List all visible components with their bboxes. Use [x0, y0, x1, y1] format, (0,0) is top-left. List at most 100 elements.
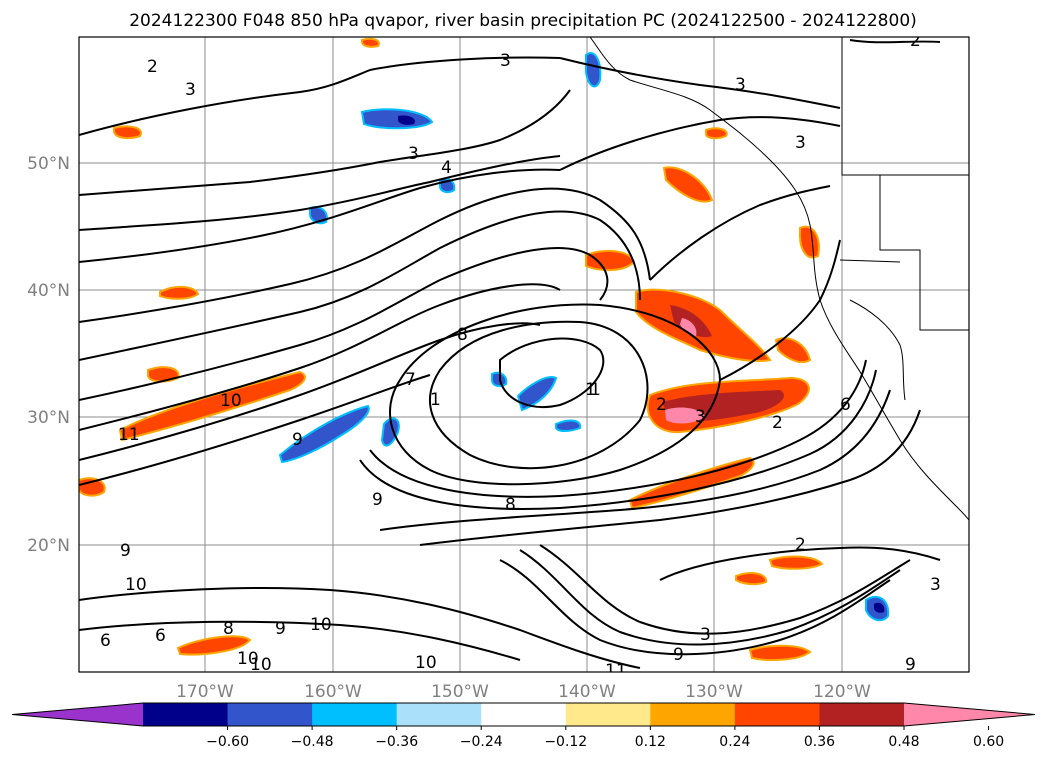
colorbar-tick-label: −0.12 — [544, 734, 587, 750]
precip-neg-patch-a — [360, 108, 434, 130]
precip-patch-main-peak — [665, 407, 705, 424]
state-border-b — [839, 259, 901, 263]
contour-label: 7 — [405, 370, 416, 390]
lat-label-30n: 30°N — [27, 408, 70, 428]
precip-patch-l — [705, 127, 728, 140]
contour-label: 6 — [840, 395, 851, 415]
colorbar-segment — [650, 703, 736, 726]
contour-south-f — [659, 546, 941, 581]
contour-label: 9 — [120, 541, 131, 561]
contour-2-ne-top — [849, 39, 941, 44]
contour-7 — [79, 247, 609, 401]
contour-label: 2 — [772, 413, 783, 433]
precip-patch-b — [662, 166, 714, 203]
contour-label: 1 — [585, 380, 596, 400]
contour-label: 8 — [457, 325, 468, 345]
contour-jet-b — [359, 369, 877, 510]
qvapor-contours — [79, 39, 941, 669]
contour-label: 9 — [275, 619, 286, 639]
contour-2-ne — [559, 57, 841, 109]
lat-labels: 50°N 40°N 30°N 20°N — [27, 154, 70, 556]
colorbar-tick-label: −0.48 — [291, 734, 334, 750]
lon-label-130w: 130°W — [685, 682, 743, 702]
contour-south-c — [539, 544, 911, 635]
colorbar-segment — [227, 703, 313, 726]
precip-neg-patch-j — [555, 419, 582, 432]
precip-patch-h — [774, 337, 812, 364]
contour-label: 11 — [605, 661, 627, 681]
contour-label: 3 — [695, 407, 706, 427]
colorbar-tick-label: 0.36 — [804, 734, 835, 750]
colorbar-tick-label: 0.12 — [635, 734, 666, 750]
precip-patch-40n-peak — [680, 318, 697, 336]
lat-label-40n: 40°N — [27, 281, 70, 301]
contour-label: 1 — [590, 380, 601, 400]
precip-patch-a — [585, 249, 636, 272]
colorbar: −0.60 −0.48 −0.36 −0.24 −0.12 0.12 0.24 0.36 0.4… — [11, 702, 1036, 750]
baja-coast — [849, 299, 906, 401]
lon-label-150w: 150°W — [431, 682, 489, 702]
contour-label: 6 — [100, 631, 111, 651]
contour-8 — [79, 283, 561, 431]
contour-5 — [79, 187, 651, 323]
contour-3-a — [79, 89, 571, 196]
contour-label: 9 — [673, 645, 684, 665]
coastline — [589, 37, 969, 521]
contour-jet-d — [419, 409, 921, 546]
precip-patch-e — [748, 644, 812, 661]
colorbar-tick-label: 0.48 — [888, 734, 919, 750]
precip-patch-g — [735, 572, 768, 586]
contour-4-ne — [649, 185, 831, 281]
contour-label: 10 — [415, 653, 437, 673]
contour-jet-c — [379, 389, 891, 531]
colorbar-extend-high — [904, 703, 1035, 726]
colorbar-segment — [819, 703, 905, 726]
precip-patch-k — [147, 366, 180, 383]
precip-patch-m — [361, 37, 380, 48]
map-area — [79, 37, 969, 672]
precip-neg-patch-e — [380, 417, 400, 447]
contour-label: 10 — [237, 649, 259, 669]
map-title: 2024122300 F048 850 hPa qvapor, river ba… — [129, 11, 917, 31]
contour-label: 6 — [155, 626, 166, 646]
lat-label-20n: 20°N — [27, 536, 70, 556]
contour-label: 2 — [910, 31, 921, 51]
precip-neg-patch-d — [278, 404, 370, 464]
precip-patch-40n-core — [670, 305, 712, 338]
lon-label-160w: 160°W — [304, 682, 362, 702]
contour-label: 2 — [656, 395, 667, 415]
contour-label: 1 — [430, 390, 441, 410]
contour-label: 11 — [118, 425, 140, 445]
lat-label-50n: 50°N — [27, 154, 70, 174]
contour-9 — [79, 322, 541, 461]
colorbar-tick-label: −0.60 — [206, 734, 249, 750]
contour-label: 9 — [372, 490, 383, 510]
contour-4 — [79, 168, 561, 263]
contour-label: 3 — [700, 625, 711, 645]
contour-label: 4 — [441, 158, 452, 178]
colorbar-tick-label: 0.60 — [973, 734, 1004, 750]
contour-label: 3 — [930, 575, 941, 595]
colorbar-segment — [396, 703, 482, 726]
contour-2-ring — [389, 303, 722, 486]
contour-10 — [79, 374, 431, 486]
precip-neg-patch-h-core — [874, 602, 885, 613]
contour-label: 10 — [125, 575, 147, 595]
lon-label-140w: 140°W — [558, 682, 616, 702]
state-borders — [879, 175, 969, 331]
contour-label: 10 — [310, 615, 332, 635]
contour-5-ne — [719, 239, 841, 381]
contour-south-b — [519, 549, 901, 646]
contour-label: 3 — [735, 75, 746, 95]
contour-2-north — [79, 56, 561, 136]
contour-jet-a — [369, 359, 867, 498]
colorbar-tick-label: −0.24 — [460, 734, 503, 750]
contour-south-d — [79, 587, 641, 669]
contour-labels: 2 3 3 3 3 4 3 2 1 1 7 8 10 11 9 8 9 10 9… — [100, 31, 941, 681]
contour-label: 3 — [185, 80, 196, 100]
contour-label: 3 — [408, 144, 419, 164]
precip-patch-c — [159, 286, 200, 300]
canada-border — [841, 37, 969, 176]
colorbar-extend-low — [12, 703, 143, 726]
